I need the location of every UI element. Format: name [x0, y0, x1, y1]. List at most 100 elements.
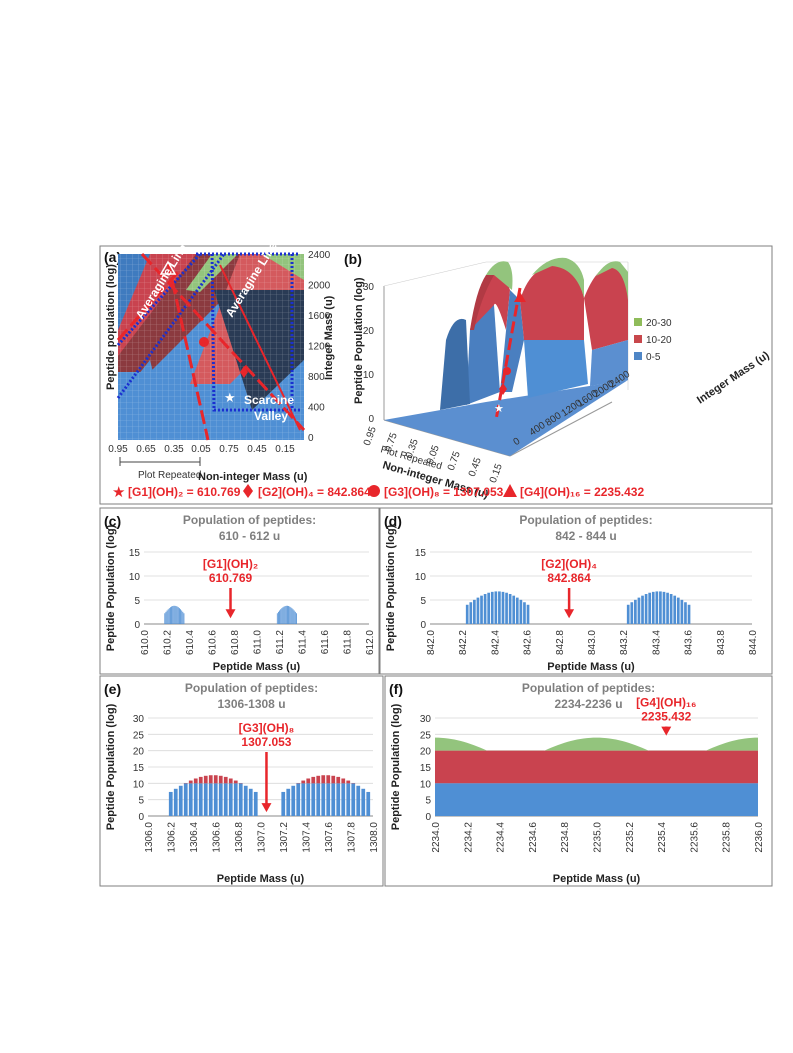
x-tick-label: 610.8 — [230, 630, 241, 655]
x-tick-label: 2235.0 — [593, 822, 604, 853]
chart-title: Population of peptides: — [185, 681, 318, 695]
bar — [291, 608, 293, 624]
bar — [172, 606, 174, 624]
panel-frame — [379, 507, 773, 675]
y-tick-label: 5 — [138, 796, 144, 807]
a-x-tick: 0.35 — [164, 444, 184, 455]
bar — [168, 608, 170, 624]
bar-upper — [301, 780, 306, 784]
bar — [296, 613, 297, 624]
y-tick-label: 25 — [133, 730, 145, 741]
x-tick-label: 2234.0 — [431, 822, 442, 853]
x-tick-label: 611.0 — [253, 630, 264, 655]
x-tick-label: 844.0 — [748, 630, 759, 655]
bar — [167, 609, 169, 624]
x-tick-label: 2234.2 — [463, 822, 474, 853]
bar — [634, 599, 637, 624]
x-tick-label: 843.8 — [716, 630, 727, 655]
bar — [662, 591, 666, 624]
bar — [198, 783, 203, 816]
diamond-symbol — [243, 484, 253, 498]
bar-upper — [228, 778, 233, 784]
bar — [306, 783, 311, 816]
x-tick-label: 1306.4 — [189, 822, 200, 853]
bar — [175, 606, 177, 624]
bar — [637, 597, 641, 624]
bar — [188, 783, 193, 816]
bar — [293, 610, 295, 624]
b-z-tick: 10 — [363, 370, 375, 381]
y-tick-label: 0 — [420, 620, 426, 631]
bar-upper — [203, 775, 208, 784]
bar-upper — [233, 780, 238, 784]
annotation-mass: 1307.053 — [241, 735, 291, 749]
area-red — [435, 750, 758, 784]
x-tick-label: 610.2 — [163, 630, 174, 655]
bar — [178, 785, 183, 816]
formula-text: [G1](OH)₂ = 610.769 — [128, 485, 241, 499]
a-right-tick: 2400 — [308, 250, 331, 261]
triangle-marker — [159, 260, 177, 275]
a-ylabel: Peptide population (log) — [105, 264, 117, 390]
x-tick-label: 611.8 — [343, 630, 354, 655]
star-symbol: ★ — [112, 484, 125, 501]
bar — [170, 607, 171, 624]
x-tick-label: 2235.2 — [625, 822, 636, 853]
bar — [168, 791, 173, 816]
x-tick-label: 612.0 — [365, 630, 376, 655]
y-tick-label: 30 — [420, 714, 432, 725]
a-x-tick: 0.75 — [219, 444, 239, 455]
b-legend: 20-30 10-20 0-5 — [634, 318, 672, 363]
x-tick-label: 1307.2 — [279, 822, 290, 853]
y-tick-label: 15 — [129, 548, 141, 559]
valley-line-3 — [116, 271, 180, 341]
bar — [281, 791, 286, 816]
bar — [286, 788, 291, 816]
b-right-label: Integer Mass (u) — [695, 349, 772, 406]
circle-symbol — [368, 485, 380, 497]
y-tick-label: 10 — [415, 572, 427, 583]
x-tick-label: 842.8 — [555, 630, 566, 655]
bar — [673, 595, 677, 624]
bar — [165, 611, 167, 624]
bar — [290, 607, 292, 624]
formula-legend: ★ [G1](OH)₂ = 610.769 [G2](OH)₄ = 842.864 [… — [112, 484, 644, 501]
panel-e: (e) Population of peptides: 1306-1308 u 0 5 1… — [99, 675, 384, 887]
bar — [177, 607, 179, 624]
bar — [203, 783, 208, 816]
bar — [183, 783, 188, 816]
bar — [280, 609, 282, 624]
a-x-tick: 0.45 — [247, 444, 267, 455]
bar — [651, 591, 655, 624]
bar — [519, 599, 523, 624]
bar-upper — [311, 776, 316, 784]
a-right-tick: 0 — [308, 433, 314, 444]
bar — [669, 594, 673, 624]
bar — [182, 611, 184, 624]
y-tick-label: 20 — [420, 747, 432, 758]
bar — [284, 606, 286, 624]
bar — [366, 791, 371, 816]
averagine-boundary-1 — [116, 252, 202, 347]
bar — [648, 592, 652, 624]
bar — [473, 599, 476, 624]
bar — [487, 592, 491, 624]
triangle-symbol — [503, 484, 517, 497]
arrow-head — [261, 803, 272, 813]
panel-b: (b) ★ Peptide Population (log) 30 20 10 0 0… — [344, 251, 772, 501]
bar — [356, 785, 361, 816]
a-right-tick: 1200 — [308, 342, 331, 353]
bar — [176, 606, 178, 624]
x-tick-label: 2234.8 — [560, 822, 571, 853]
arrow-head — [661, 726, 672, 736]
panel-f: (f) Population of peptides: 2234-2236 u 0 5 1… — [384, 675, 773, 887]
bar — [626, 604, 630, 624]
bar — [283, 606, 285, 624]
y-tick-label: 5 — [134, 596, 140, 607]
bar — [253, 791, 258, 816]
x-tick-label: 1308.0 — [369, 822, 380, 853]
averagine-boundary-2 — [116, 253, 226, 399]
y-tick-label: 0 — [134, 620, 140, 631]
bar — [655, 591, 659, 624]
y-axis-label: Peptide Population (log) — [390, 703, 402, 830]
